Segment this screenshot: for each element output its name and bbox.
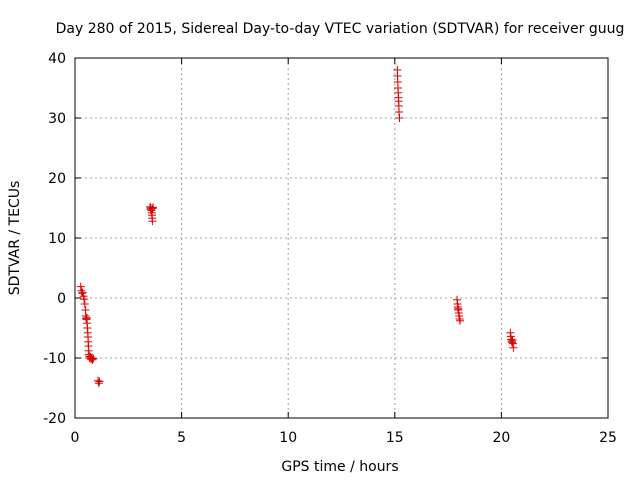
y-tick-label: 20 <box>48 171 66 187</box>
y-tick-label: 0 <box>57 291 66 307</box>
data-point <box>80 295 89 304</box>
x-tick-labels: 0 5 10 15 20 25 <box>71 430 617 446</box>
data-point <box>148 217 157 226</box>
chart-title: Day 280 of 2015, Sidereal Day-to-day VTE… <box>56 21 625 37</box>
x-axis-label: GPS time / hours <box>281 459 398 475</box>
y-tick-label: 30 <box>48 111 66 127</box>
x-tick-label: 15 <box>386 430 404 446</box>
data-point <box>395 114 404 122</box>
x-tick-label: 0 <box>71 430 80 446</box>
y-tick-labels: -20 -10 0 10 20 30 40 <box>43 51 66 427</box>
x-tick-label: 20 <box>492 430 510 446</box>
ticks-layer <box>74 57 609 419</box>
x-tick-label: 5 <box>177 430 186 446</box>
data-point <box>78 288 87 297</box>
data-point <box>456 316 465 325</box>
y-tick-label: 40 <box>48 51 66 67</box>
data-points <box>76 66 518 388</box>
data-point <box>87 354 96 362</box>
data-point <box>509 343 518 352</box>
data-point <box>95 377 104 386</box>
x-tick-label: 10 <box>279 430 297 446</box>
y-tick-label: -20 <box>43 411 66 427</box>
data-point <box>89 354 98 363</box>
data-point <box>80 300 89 308</box>
grid-layer <box>75 58 608 418</box>
data-point <box>94 379 103 388</box>
data-point <box>88 355 97 364</box>
data-point <box>76 282 85 291</box>
y-tick-label: 10 <box>48 231 66 247</box>
x-tick-label: 25 <box>599 430 617 446</box>
data-point <box>149 203 158 212</box>
y-tick-label: -10 <box>43 351 66 367</box>
y-axis-label: SDTVAR / TECUs <box>7 181 23 296</box>
